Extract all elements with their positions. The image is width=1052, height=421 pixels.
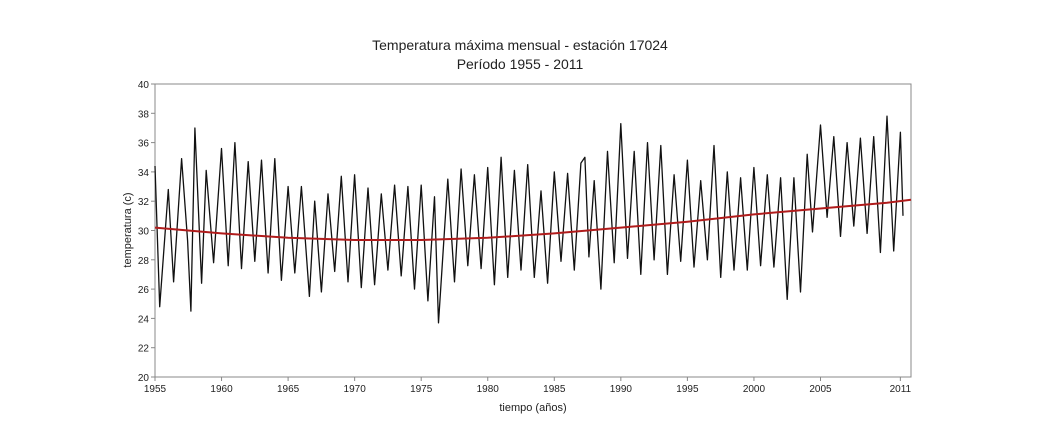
x-tick-label: 1980	[477, 384, 500, 395]
series-line-temperature	[154, 115, 904, 324]
y-tick-label: 32	[138, 197, 150, 208]
y-tick-label: 20	[138, 373, 150, 384]
chart-title: Temperatura máxima mensual - estación 17…	[372, 37, 668, 53]
series-line-trend	[154, 198, 912, 241]
y-tick-label: 34	[138, 168, 150, 179]
plot-frame	[154, 83, 912, 378]
x-tick-label: 2005	[809, 384, 832, 395]
chart-subtitle: Período 1955 - 2011	[457, 56, 584, 72]
x-tick-label: 2011	[890, 384, 912, 395]
y-tick-label: 40	[138, 80, 150, 91]
x-tick-label: 1960	[210, 384, 233, 395]
x-tick-label: 1990	[610, 384, 633, 395]
x-tick-label: 1955	[144, 384, 167, 395]
y-tick-label: 28	[138, 256, 150, 267]
y-tick-label: 26	[138, 285, 150, 296]
y-axis-label: temperatura (c)	[122, 192, 134, 267]
x-tick-label: 1975	[410, 384, 433, 395]
x-tick-label: 2000	[743, 384, 766, 395]
y-tick-label: 36	[138, 139, 150, 150]
x-tick-label: 1970	[344, 384, 367, 395]
y-tick-label: 30	[138, 227, 150, 238]
x-axis-label: tiempo (años)	[499, 402, 566, 414]
y-tick-label: 24	[138, 314, 150, 325]
x-tick-label: 1995	[676, 384, 699, 395]
y-tick-label: 22	[138, 344, 150, 355]
y-tick-label: 38	[138, 109, 150, 120]
x-tick-label: 1985	[543, 384, 566, 395]
x-tick-label: 1965	[277, 384, 300, 395]
